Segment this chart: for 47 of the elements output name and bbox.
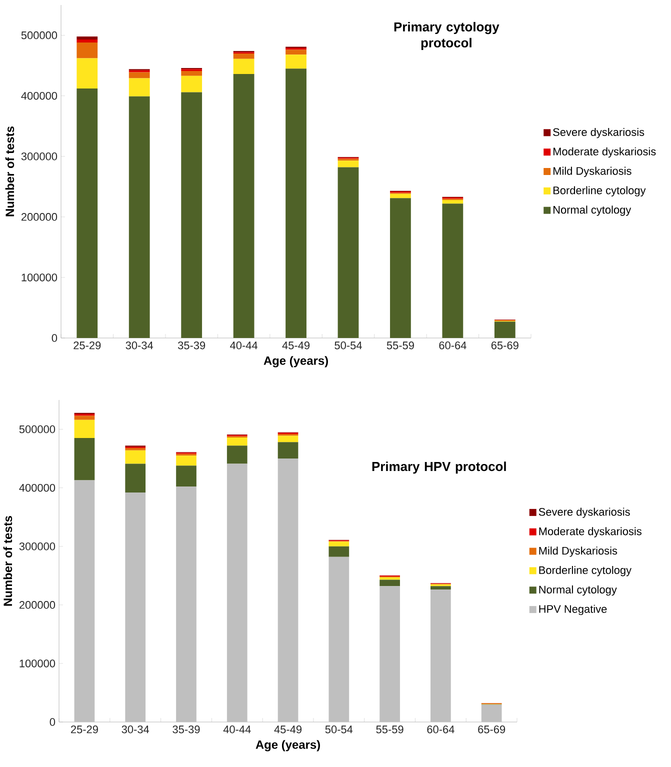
x-tick-label: 25-29 — [71, 726, 98, 734]
legend-label: Borderline cytology — [539, 566, 632, 576]
x-tick-label: 35-39 — [172, 726, 200, 734]
x-axis-title: Age (years) — [264, 356, 328, 368]
x-tick-label: 55-59 — [376, 726, 404, 734]
y-tick-label: 500000 — [21, 31, 58, 40]
x-tick-label: 25-29 — [74, 342, 101, 350]
x-tick-label: 30-34 — [126, 342, 154, 350]
text: Primary cytology protocol — [394, 22, 500, 50]
x-tick-label: 35-39 — [178, 342, 206, 350]
y-tick-label: 200000 — [19, 601, 56, 609]
y-tick-label: 100000 — [22, 274, 58, 282]
legend-label: Normal cytology — [539, 585, 617, 596]
x-tick-label: 60-64 — [439, 342, 466, 350]
x-tick-label: 30-34 — [122, 726, 150, 734]
legend-label: Moderate dyskariosis — [554, 147, 656, 158]
y-tick-label: 400000 — [19, 484, 56, 492]
y-axis-title: Number of tests — [3, 516, 12, 606]
y-axis-title: Number of tests — [5, 126, 14, 216]
x-tick-label: 45-49 — [282, 342, 310, 350]
y-tick-label: 100000 — [20, 660, 56, 668]
x-tick-label: 60-64 — [427, 726, 454, 734]
y-tick-label: 400000 — [21, 92, 58, 100]
x-tick-label: 45-49 — [274, 726, 302, 734]
legend-label: Severe dyskariosis — [538, 508, 630, 518]
x-tick-label: 50-54 — [325, 726, 353, 734]
legend-label: Severe dyskariosis — [553, 128, 644, 138]
y-tick-label: 0 — [52, 334, 58, 342]
legend-label: HPV Negative — [539, 604, 607, 616]
legend-label: Mild Dyskariosis — [539, 546, 618, 557]
legend-label: Borderline cytology — [554, 186, 646, 196]
x-tick-label: 50-54 — [334, 342, 362, 350]
x-tick-label: 65-69 — [478, 726, 506, 734]
y-tick-label: 300000 — [19, 542, 56, 550]
legend-label: Mild Dyskariosis — [554, 166, 632, 177]
legend-label: Moderate dyskariosis — [539, 527, 642, 538]
x-tick-label: 40-44 — [230, 342, 258, 350]
x-tick-label: 55-59 — [386, 342, 414, 350]
x-axis-title: Age (years) — [256, 740, 320, 752]
y-tick-label: 500000 — [19, 425, 56, 434]
y-tick-label: 200000 — [21, 213, 58, 221]
x-tick-label: 65-69 — [491, 342, 518, 350]
text: Primary HPV protocol — [372, 462, 506, 474]
y-tick-label: 0 — [50, 718, 56, 726]
x-tick-label: 40-44 — [223, 726, 251, 734]
legend-label: Normal cytology — [554, 206, 632, 216]
y-tick-label: 300000 — [21, 152, 58, 160]
